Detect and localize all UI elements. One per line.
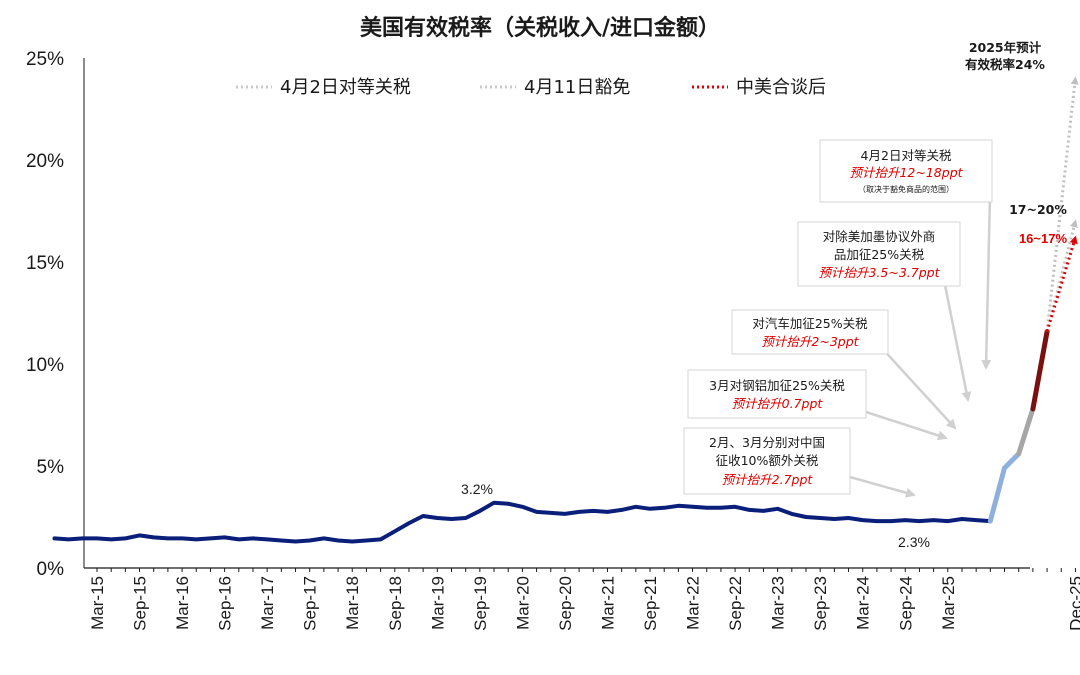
y-tick-label: 5% xyxy=(37,457,65,478)
x-tick-label: Mar-18 xyxy=(343,576,362,630)
callout-arrows xyxy=(849,194,992,498)
label-2025-forecast-line1: 2025年预计 xyxy=(969,40,1042,55)
label-2025-forecast-line2: 有效税率24% xyxy=(965,57,1045,72)
x-tick-label: Mar-20 xyxy=(513,576,532,630)
callout-arrow-box1 xyxy=(981,194,992,370)
annotation-box-5-red: 预计抬升2.7ppt xyxy=(722,472,814,487)
x-tick-label: Mar-15 xyxy=(88,576,107,630)
x-tick-label: Dec-25 xyxy=(1066,576,1080,631)
annotation-box-5-line2: 征收10%额外关税 xyxy=(716,453,819,468)
label-16-17: 16~17% xyxy=(1019,231,1068,246)
label-peak-3-2: 3.2% xyxy=(461,481,493,497)
x-tick-labels: Mar-15 Sep-15 Mar-16 Sep-16 Mar-17 Sep-17 Mar-… xyxy=(88,576,1080,631)
x-tick-label: Mar-21 xyxy=(598,576,617,630)
annotation-box-4-frame xyxy=(687,369,867,419)
chart-title: 美国有效税率（关税收入/进口金额） xyxy=(359,16,721,41)
series-line-2 xyxy=(1016,406,1036,457)
series-line-3 xyxy=(1030,328,1050,412)
annotation-box-1-frame xyxy=(819,139,993,203)
y-tick-label: 0% xyxy=(37,559,65,580)
callout-arrow-box4 xyxy=(865,410,948,441)
annotation-box-4: 3月对钢铝加征25%关税 预计抬升0.7ppt xyxy=(687,369,867,419)
annotation-box-2-line1: 对除美加墨协议外商 xyxy=(823,229,936,244)
y-tick-label: 25% xyxy=(26,49,64,70)
y-tick-labels: 0% 5% 10% 15% 20% 25% xyxy=(26,49,64,580)
x-tick-label: Sep-24 xyxy=(896,576,915,631)
legend-label-exemption: 4月11日豁免 xyxy=(524,77,630,98)
annotation-box-1-small: （取决于豁免商品的范围） xyxy=(858,184,954,194)
y-tick-label: 10% xyxy=(26,355,64,376)
x-tick-label: Mar-19 xyxy=(428,576,447,630)
y-tick-label: 15% xyxy=(26,253,64,274)
legend-label-sino-us: 中美合谈后 xyxy=(736,77,826,98)
x-tick-label: Mar-25 xyxy=(939,576,958,630)
x-tick-label: Sep-22 xyxy=(726,576,745,631)
series-line-5 xyxy=(1045,219,1078,332)
annotation-box-3-frame xyxy=(731,309,889,355)
legend: 4月2日对等关税 4月11日豁免 中美合谈后 xyxy=(236,77,826,98)
x-tick-label: Mar-24 xyxy=(854,576,873,630)
x-tick-label: Sep-15 xyxy=(131,576,150,631)
x-tick-label: Sep-16 xyxy=(216,576,235,631)
series-line-1 xyxy=(987,451,1022,524)
annotation-box-5-line1: 2月、3月分别对中国 xyxy=(709,435,825,450)
label-low-2-3: 2.3% xyxy=(898,534,930,550)
annotation-box-3-red: 预计抬升2~3ppt xyxy=(761,334,859,349)
annotation-box-2-frame xyxy=(797,221,961,287)
x-tick-label: Sep-23 xyxy=(811,576,830,631)
legend-label-reciprocal: 4月2日对等关税 xyxy=(280,77,411,98)
x-tick-label: Sep-20 xyxy=(556,576,575,631)
x-tick-label: Mar-16 xyxy=(173,576,192,630)
annotation-box-4-line1: 3月对钢铝加征25%关税 xyxy=(709,378,845,393)
annotation-box-5-frame xyxy=(683,427,851,495)
series-line-0 xyxy=(52,500,993,544)
x-tick-label: Mar-22 xyxy=(684,576,703,630)
x-tick-label: Sep-18 xyxy=(386,576,405,631)
annotation-box-4-red: 预计抬升0.7ppt xyxy=(732,396,824,411)
x-tick-label: Mar-23 xyxy=(769,576,788,630)
series-line-6 xyxy=(1045,235,1078,332)
annotation-box-2-line2: 品加征25%关税 xyxy=(834,247,925,262)
annotation-box-2-red: 预计抬升3.5~3.7ppt xyxy=(818,265,940,280)
annotation-box-1-red: 预计抬升12~18ppt xyxy=(849,165,963,180)
x-tick-label: Mar-17 xyxy=(258,576,277,630)
label-17-20: 17~20% xyxy=(1009,202,1067,217)
x-tick-marks xyxy=(96,568,1076,572)
x-tick-label: Sep-19 xyxy=(471,576,490,631)
callout-arrow-box2 xyxy=(942,279,972,402)
callout-arrow-box3 xyxy=(879,345,957,430)
callout-arrow-box5 xyxy=(849,475,916,498)
series-group xyxy=(52,76,1079,544)
annotation-box-3-line1: 对汽车加征25%关税 xyxy=(752,316,868,331)
annotation-box-2: 对除美加墨协议外商 品加征25%关税 预计抬升3.5~3.7ppt xyxy=(797,221,961,287)
annotation-box-1: 4月2日对等关税 预计抬升12~18ppt （取决于豁免商品的范围） xyxy=(819,139,993,203)
y-tick-label: 20% xyxy=(26,151,64,172)
x-tick-label: Sep-17 xyxy=(301,576,320,631)
annotation-box-1-line1: 4月2日对等关税 xyxy=(861,148,952,163)
annotation-box-3: 对汽车加征25%关税 预计抬升2~3ppt xyxy=(731,309,889,355)
annotation-box-5: 2月、3月分别对中国 征收10%额外关税 预计抬升2.7ppt xyxy=(683,427,851,495)
x-tick-label: Sep-21 xyxy=(641,576,660,631)
